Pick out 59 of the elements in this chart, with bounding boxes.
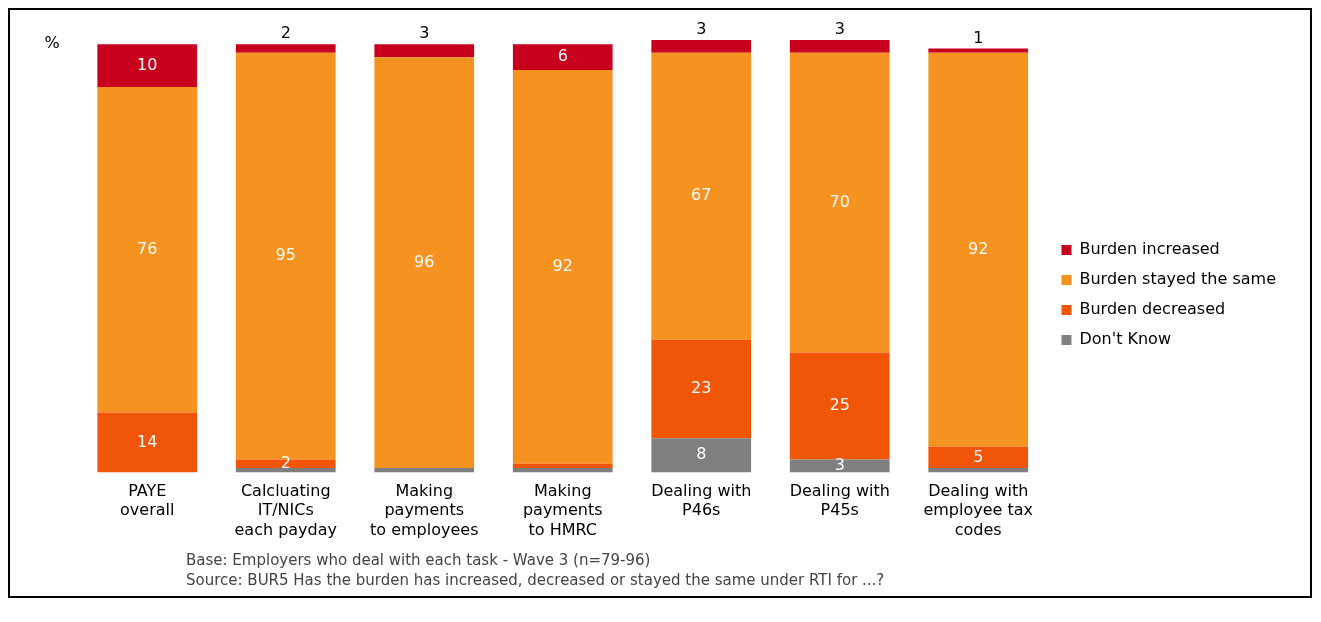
data-label: 92 — [552, 256, 573, 276]
legend-label: Burden increased — [1079, 239, 1220, 259]
bar — [928, 446, 1029, 469]
x-tick-label: Making payments to HMRC — [522, 481, 603, 539]
data-label: 96 — [414, 251, 435, 271]
data-label: 25 — [829, 395, 850, 415]
y-axis-title: % — [44, 33, 60, 53]
bar — [512, 44, 613, 70]
bar — [374, 44, 475, 58]
bar — [789, 352, 890, 460]
data-label: 3 — [834, 19, 845, 39]
bar — [789, 52, 890, 353]
x-tick-label: PAYE overall — [120, 481, 175, 520]
text: Base: Employers who deal with each task - Wave 3 (n=79-96) — [186, 550, 652, 570]
bar — [928, 52, 1029, 447]
data-label: 23 — [691, 378, 712, 398]
bar — [651, 339, 752, 439]
bar — [97, 44, 198, 88]
bar — [651, 40, 752, 53]
bar — [235, 468, 336, 473]
bar — [512, 69, 613, 464]
x-tick-label: Dealing with P46s — [651, 481, 752, 520]
data-label: 3 — [696, 19, 707, 39]
data-label: 1 — [973, 27, 984, 47]
bar — [928, 468, 1029, 473]
data-label: 2 — [280, 452, 291, 472]
x-tick-label: Dealing with employee tax codes — [923, 481, 1034, 539]
bar — [789, 40, 890, 53]
x-tick-label: Calcluating IT/NICs each payday — [234, 481, 338, 539]
legend-label: Burden decreased — [1079, 299, 1226, 319]
x-tick-label: Making payments to employees — [370, 481, 479, 539]
data-label: 5 — [973, 446, 984, 466]
data-label: 95 — [275, 245, 296, 265]
data-label: 76 — [137, 238, 158, 258]
bar — [235, 44, 336, 53]
x-tick-label: Dealing with P45s — [789, 481, 890, 520]
data-label: 8 — [696, 444, 707, 464]
data-label: 3 — [419, 23, 430, 43]
bar — [374, 57, 475, 469]
bar — [651, 52, 752, 340]
source-note: Source: BUR5 Has the burden has increased, decreased or stayed the same under RTI for ...? — [186, 570, 886, 590]
legend-label: Burden stayed the same — [1079, 269, 1277, 289]
bar — [651, 438, 752, 473]
data-label: 2 — [280, 23, 291, 43]
data-label: 14 — [137, 431, 158, 451]
bar — [374, 468, 475, 473]
legend-label: Don't Know — [1079, 329, 1171, 349]
bar — [512, 468, 613, 473]
data-label: 70 — [829, 191, 850, 211]
bar — [928, 48, 1029, 53]
data-label: 67 — [691, 185, 712, 205]
bar — [97, 87, 198, 413]
data-label: 10 — [137, 54, 158, 74]
bar — [512, 463, 613, 469]
bar — [97, 412, 198, 473]
data-label: 6 — [557, 46, 568, 66]
data-label: 92 — [968, 238, 989, 258]
data-label: 3 — [834, 455, 845, 475]
bar — [789, 459, 890, 473]
